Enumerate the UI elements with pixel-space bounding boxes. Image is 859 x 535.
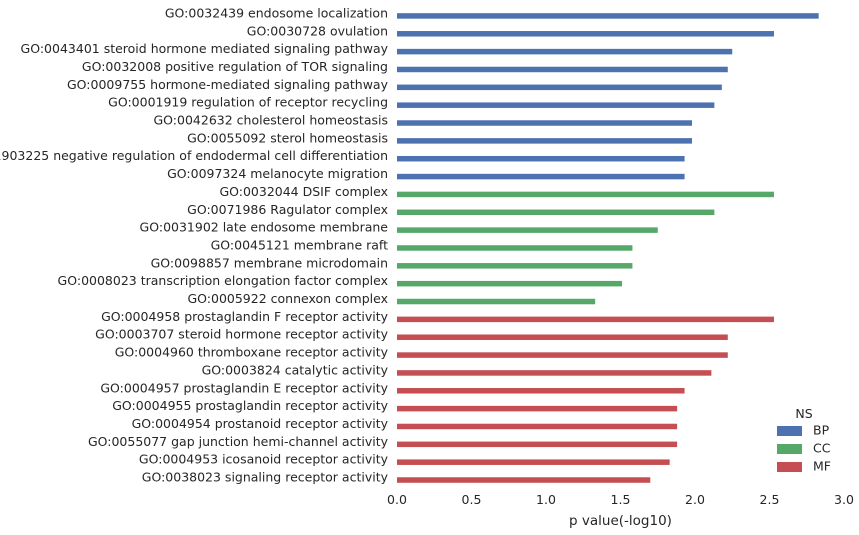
legend-title: NS bbox=[795, 406, 812, 421]
legend: NS BP CC MF bbox=[777, 406, 831, 474]
category-label: GO:0003707 steroid hormone receptor acti… bbox=[95, 327, 388, 342]
bar-mf bbox=[397, 352, 728, 358]
bar-mf bbox=[397, 370, 712, 376]
bar-bp bbox=[397, 84, 722, 91]
bar-cc bbox=[397, 280, 622, 287]
category-label: GO:0045121 membrane raft bbox=[211, 237, 389, 252]
x-tick-label: 1.5 bbox=[611, 492, 631, 507]
category-label: GO:0055092 sterol homeostasis bbox=[187, 130, 388, 145]
category-label: GO:0004957 prostaglandin E receptor acti… bbox=[100, 380, 388, 395]
legend-swatch-bp bbox=[777, 426, 802, 436]
x-tick-label: 0.5 bbox=[462, 492, 482, 507]
category-label: GO:0043401 steroid hormone mediated sign… bbox=[21, 41, 389, 56]
x-tick-labels: 0.0 0.5 1.0 1.5 2.0 2.5 3.0 bbox=[387, 492, 854, 507]
category-label: GO:0032008 positive regulation of TOR si… bbox=[82, 59, 388, 74]
bar-mf bbox=[397, 459, 670, 465]
category-label: GO:0031902 late endosome membrane bbox=[140, 220, 389, 235]
legend-swatch-mf bbox=[777, 462, 802, 472]
category-label: GO:1903225 negative regulation of endode… bbox=[0, 148, 388, 163]
bar-mf bbox=[397, 477, 651, 483]
category-label: GO:0032439 endosome localization bbox=[165, 5, 388, 20]
legend-label-mf: MF bbox=[813, 459, 831, 474]
bar-bp bbox=[397, 66, 728, 73]
category-label: GO:0055077 gap junction hemi-channel act… bbox=[88, 434, 389, 449]
category-label: GO:0004958 prostaglandin F receptor acti… bbox=[101, 309, 389, 324]
bar-bp bbox=[397, 138, 693, 144]
category-label: GO:0004954 prostanoid receptor activity bbox=[132, 416, 389, 431]
bar-mf bbox=[397, 423, 678, 430]
x-tick-label: 2.0 bbox=[685, 492, 705, 507]
bar-mf bbox=[397, 405, 678, 412]
category-label: GO:0071986 Ragulator complex bbox=[187, 202, 388, 217]
category-label: GO:0038023 signaling receptor activity bbox=[142, 470, 389, 485]
legend-swatch-cc bbox=[777, 444, 802, 454]
category-label: GO:0098857 membrane microdomain bbox=[151, 255, 388, 270]
x-tick-label: 1.0 bbox=[536, 492, 556, 507]
bar-bp bbox=[397, 173, 685, 180]
bar-bp bbox=[397, 31, 774, 37]
bar-cc bbox=[397, 209, 715, 216]
bar-bp bbox=[397, 120, 693, 126]
category-label: GO:0004955 prostaglandin receptor activi… bbox=[112, 398, 388, 413]
category-labels: GO:0032439 endosome localization GO:00307… bbox=[0, 5, 389, 484]
x-tick-label: 0.0 bbox=[387, 492, 407, 507]
bar-bp bbox=[397, 13, 819, 19]
bar-bp bbox=[397, 155, 685, 162]
category-label: GO:0008023 transcription elongation fact… bbox=[58, 273, 388, 288]
bar-bp bbox=[397, 48, 733, 55]
bar-cc bbox=[397, 245, 633, 251]
bar-mf bbox=[397, 316, 774, 323]
category-label: GO:0005922 connexon complex bbox=[187, 291, 388, 306]
bar-mf bbox=[397, 388, 685, 394]
bar-cc bbox=[397, 227, 658, 233]
category-label: GO:0004960 thromboxane receptor activity bbox=[115, 345, 389, 360]
category-label: GO:0004953 icosanoid receptor activity bbox=[139, 452, 389, 467]
legend-label-cc: CC bbox=[813, 441, 831, 456]
category-label: GO:0030728 ovulation bbox=[247, 23, 388, 38]
x-tick-label: 3.0 bbox=[834, 492, 854, 507]
bar-mf bbox=[397, 334, 728, 340]
category-label: GO:0032044 DSIF complex bbox=[219, 184, 388, 199]
bar-cc bbox=[397, 191, 774, 198]
bar-bp bbox=[397, 102, 715, 108]
category-label: GO:0003824 catalytic activity bbox=[202, 362, 389, 377]
category-label: GO:0042632 cholesterol homeostasis bbox=[154, 113, 389, 128]
category-label: GO:0001919 regulation of receptor recycl… bbox=[108, 95, 388, 110]
bar-cc bbox=[397, 298, 596, 305]
x-tick-label: 2.5 bbox=[760, 492, 780, 507]
bars bbox=[397, 13, 819, 483]
bar-mf bbox=[397, 441, 678, 448]
legend-label-bp: BP bbox=[813, 423, 830, 438]
x-axis-title: p value(-log10) bbox=[569, 513, 672, 529]
category-label: GO:0097324 melanocyte migration bbox=[167, 166, 388, 181]
bar-cc bbox=[397, 263, 633, 269]
category-label: GO:0009755 hormone-mediated signaling pa… bbox=[67, 77, 389, 92]
